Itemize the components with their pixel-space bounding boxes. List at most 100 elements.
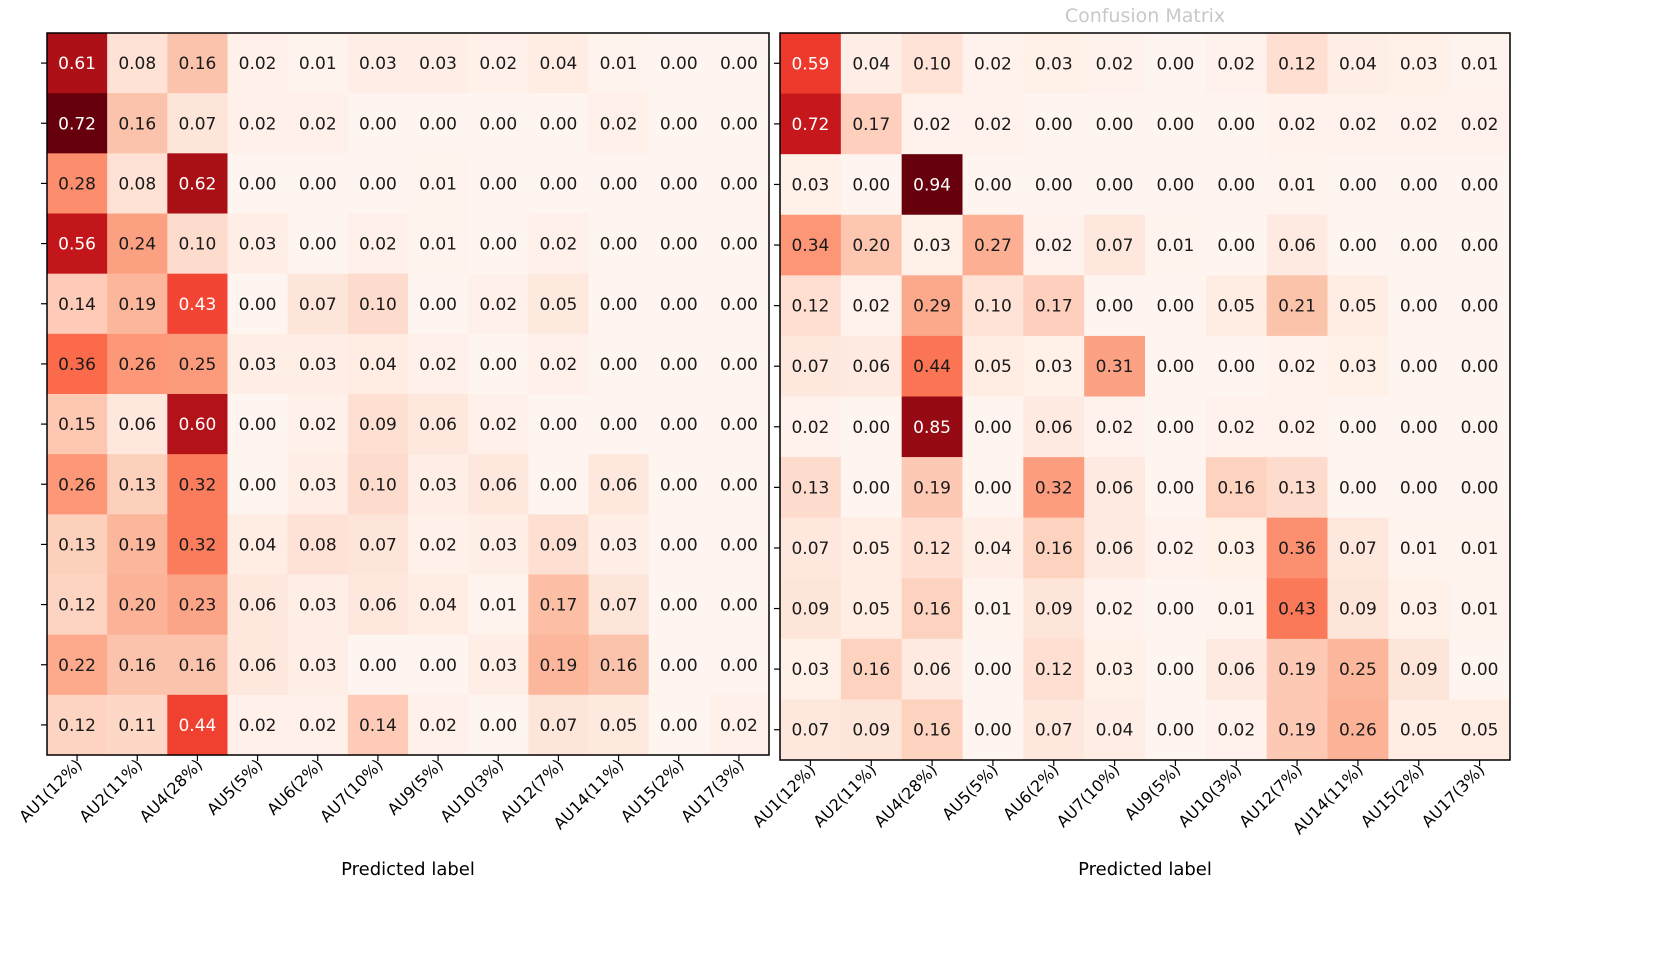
heatmap-cell bbox=[1327, 33, 1389, 95]
cell-value-label: 0.00 bbox=[660, 54, 698, 74]
heatmap-cell bbox=[1023, 457, 1085, 519]
heatmap-cell bbox=[1145, 275, 1207, 337]
x-tick-label: AU15(2%) bbox=[617, 755, 688, 826]
heatmap-cell bbox=[901, 33, 964, 95]
heatmap-cell bbox=[1205, 93, 1268, 155]
cell-value-label: 0.14 bbox=[359, 716, 397, 736]
cell-value-label: 0.06 bbox=[419, 415, 457, 435]
cell-value-label: 0.00 bbox=[1156, 54, 1194, 74]
cell-value-label: 0.04 bbox=[1096, 721, 1134, 741]
cell-value-label: 0.26 bbox=[58, 475, 96, 495]
cell-value-label: 0.00 bbox=[720, 355, 758, 375]
cell-value-label: 0.07 bbox=[539, 716, 577, 736]
heatmap-cell bbox=[648, 694, 710, 756]
cell-value-label: 0.00 bbox=[1461, 236, 1499, 256]
heatmap-cell bbox=[47, 514, 108, 576]
heatmap-cell bbox=[347, 153, 409, 215]
heatmap-cell bbox=[1388, 517, 1450, 579]
heatmap-cell bbox=[287, 33, 349, 94]
cell-value-label: 0.02 bbox=[974, 115, 1012, 135]
cell-value-label: 0.03 bbox=[299, 475, 337, 495]
cell-value-label: 0.02 bbox=[299, 415, 337, 435]
heatmap-cell bbox=[1327, 93, 1389, 155]
cell-value-label: 0.02 bbox=[1278, 357, 1316, 377]
cell-value-label: 0.16 bbox=[1035, 539, 1073, 559]
heatmap-cell bbox=[1449, 578, 1511, 640]
cell-value-label: 0.00 bbox=[660, 174, 698, 194]
heatmap-cell bbox=[167, 694, 229, 756]
cell-value-label: 0.01 bbox=[1278, 175, 1316, 195]
heatmap-cell bbox=[840, 275, 903, 337]
cell-value-label: 0.44 bbox=[178, 716, 216, 736]
heatmap-cell bbox=[840, 578, 903, 640]
cell-value-label: 0.05 bbox=[974, 357, 1012, 377]
heatmap-cell bbox=[1145, 578, 1207, 640]
cell-value-label: 0.00 bbox=[1156, 721, 1194, 741]
heatmap-cell bbox=[47, 333, 108, 395]
cell-value-label: 0.05 bbox=[1339, 297, 1377, 317]
heatmap-cell bbox=[901, 275, 964, 337]
cell-value-label: 0.04 bbox=[419, 596, 457, 616]
heatmap-cell bbox=[1205, 214, 1268, 276]
heatmap-cell bbox=[648, 574, 710, 636]
heatmap-cell bbox=[901, 93, 964, 155]
heatmap-cell bbox=[708, 514, 770, 576]
cell-value-label: 0.06 bbox=[1217, 660, 1255, 680]
x-tick-label: AU5(5%) bbox=[938, 760, 1001, 823]
cell-value-label: 0.00 bbox=[1461, 478, 1499, 498]
heatmap-cell bbox=[107, 634, 168, 696]
heatmap-cell bbox=[287, 694, 349, 756]
heatmap-cell bbox=[167, 213, 229, 275]
heatmap-cell bbox=[1023, 275, 1085, 337]
cell-value-label: 0.02 bbox=[1217, 418, 1255, 438]
heatmap-cell bbox=[1266, 214, 1329, 276]
heatmap-cell bbox=[1145, 457, 1207, 519]
heatmap-cell bbox=[962, 457, 1024, 519]
heatmap-cell bbox=[1266, 33, 1329, 95]
cell-value-label: 0.94 bbox=[913, 175, 951, 195]
heatmap-cell bbox=[1327, 396, 1389, 458]
cell-value-label: 0.00 bbox=[600, 415, 638, 435]
cell-value-label: 0.09 bbox=[1339, 600, 1377, 620]
cell-value-label: 0.03 bbox=[299, 355, 337, 375]
x-tick-label: AU4(28%) bbox=[870, 760, 941, 831]
heatmap-cell bbox=[840, 335, 903, 398]
heatmap-cell bbox=[1023, 396, 1085, 458]
cell-value-label: 0.00 bbox=[1339, 236, 1377, 256]
cell-value-label: 0.00 bbox=[239, 295, 277, 315]
cell-value-label: 0.12 bbox=[58, 716, 96, 736]
cell-value-label: 0.22 bbox=[58, 656, 96, 676]
heatmap-cell bbox=[1084, 154, 1146, 216]
heatmap-cell bbox=[962, 275, 1024, 337]
cell-value-label: 0.06 bbox=[1096, 539, 1134, 559]
cell-value-label: 0.02 bbox=[539, 355, 577, 375]
cell-value-label: 0.10 bbox=[913, 54, 951, 74]
axes-frame bbox=[779, 32, 1511, 761]
heatmap-cell bbox=[468, 454, 529, 515]
cell-value-label: 0.00 bbox=[1339, 175, 1377, 195]
heatmap-cell bbox=[287, 574, 349, 636]
cell-value-label: 0.00 bbox=[1156, 357, 1194, 377]
cell-value-label: 0.32 bbox=[1035, 478, 1073, 498]
heatmap-cell bbox=[408, 514, 469, 576]
cell-value-label: 0.00 bbox=[359, 114, 397, 134]
cell-value-label: 0.19 bbox=[913, 478, 951, 498]
cell-value-label: 0.04 bbox=[974, 539, 1012, 559]
cell-value-label: 0.00 bbox=[539, 174, 577, 194]
heatmap-cell bbox=[167, 273, 229, 335]
heatmap-cell bbox=[708, 333, 770, 395]
cell-value-label: 0.00 bbox=[1096, 115, 1134, 135]
heatmap-cell bbox=[1023, 33, 1085, 95]
heatmap-cell bbox=[528, 454, 590, 515]
cell-value-label: 0.03 bbox=[1400, 54, 1438, 74]
heatmap-cell bbox=[408, 394, 469, 455]
cell-value-label: 0.02 bbox=[1035, 236, 1073, 256]
heatmap-cell bbox=[780, 457, 842, 519]
heatmap-cell bbox=[408, 694, 469, 756]
cell-value-label: 0.00 bbox=[539, 475, 577, 495]
cell-value-label: 0.61 bbox=[58, 54, 96, 74]
cell-value-label: 0.05 bbox=[852, 600, 890, 620]
heatmap-cell bbox=[1145, 33, 1207, 95]
cell-value-label: 0.00 bbox=[660, 415, 698, 435]
heatmap-cell bbox=[708, 273, 770, 335]
